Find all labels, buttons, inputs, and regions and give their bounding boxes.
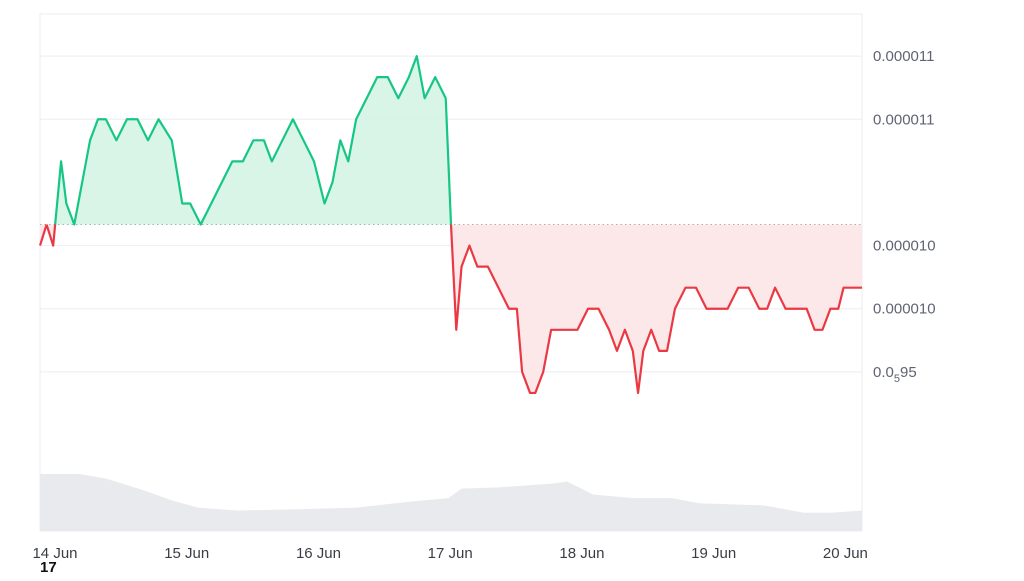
y-tick-label: 0.000010 xyxy=(873,238,936,255)
x-tick-label: 15 Jun xyxy=(164,545,209,562)
y-tick-label: 0.000011 xyxy=(873,111,934,128)
x-tick-label: 19 Jun xyxy=(691,545,736,562)
x-tick-label: 20 Jun xyxy=(823,545,868,562)
price-line-up xyxy=(54,55,453,226)
line-layer xyxy=(38,55,862,395)
x-tick-label: 16 Jun xyxy=(296,545,341,562)
price-line-down xyxy=(45,224,57,247)
price-line-down xyxy=(38,224,48,246)
area-below-baseline xyxy=(451,224,862,393)
y-tick-label: 0.000010 xyxy=(873,301,936,318)
x-tick-label: 18 Jun xyxy=(559,545,604,562)
price-line-down xyxy=(449,224,862,395)
x-axis: 14 Jun 15 Jun 16 Jun 17 Jun 18 Jun 19 Jun 20 J… xyxy=(32,545,867,562)
x-tick-label: 14 Jun xyxy=(32,545,77,562)
area-above-baseline xyxy=(55,56,451,225)
volume-layer xyxy=(40,474,862,531)
y-tick-label: 0.0595 xyxy=(873,364,917,385)
corner-label: 17 xyxy=(40,559,57,576)
volume-area xyxy=(40,474,862,531)
y-axis: 0.000011 0.000011 0.000010 0.000010 0.0595 xyxy=(873,48,936,385)
y-tick-label: 0.000011 xyxy=(873,48,934,65)
x-tick-label: 17 Jun xyxy=(428,545,473,562)
